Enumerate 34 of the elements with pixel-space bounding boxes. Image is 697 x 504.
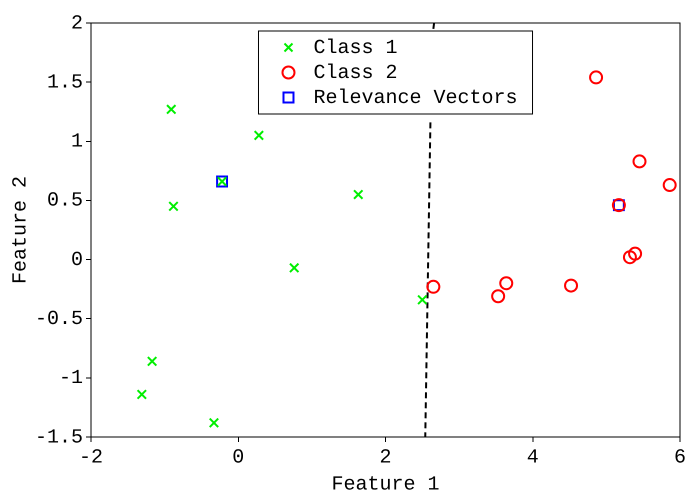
point — [662, 178, 677, 192]
point — [426, 280, 440, 294]
x-tick-label: 2 — [379, 446, 392, 470]
y-tick-label: 0 — [70, 248, 84, 272]
x-tick-label: 4 — [526, 446, 539, 470]
y-tick-label: 2 — [70, 12, 84, 36]
point — [136, 389, 148, 400]
x-tick-label: 0 — [232, 446, 244, 470]
y-tick-label: -0.5 — [34, 308, 84, 332]
x-axis-title: Feature 1 — [331, 473, 440, 496]
y-tick-label: 0.5 — [46, 190, 84, 213]
legend-label: Class 2 — [313, 62, 398, 85]
point — [166, 104, 176, 115]
point — [499, 276, 514, 290]
point — [628, 246, 642, 261]
point — [564, 278, 578, 293]
y-axis-title: Feature 2 — [9, 176, 32, 284]
y-tick-label: -1 — [58, 367, 84, 390]
point — [146, 356, 158, 367]
point — [417, 294, 428, 306]
point — [589, 70, 604, 84]
y-tick-label: 1 — [70, 130, 84, 154]
point — [632, 154, 647, 168]
point — [622, 250, 637, 264]
legend-label: Class 1 — [313, 36, 398, 60]
point — [288, 262, 300, 274]
point — [168, 201, 179, 212]
y-tick-label: 1.5 — [46, 71, 84, 94]
x-tick-label: 6 — [674, 446, 686, 470]
legend-label: Relevance Vectors — [313, 86, 518, 110]
point — [208, 418, 220, 428]
point — [491, 289, 506, 304]
point — [254, 130, 264, 141]
point — [353, 189, 364, 200]
